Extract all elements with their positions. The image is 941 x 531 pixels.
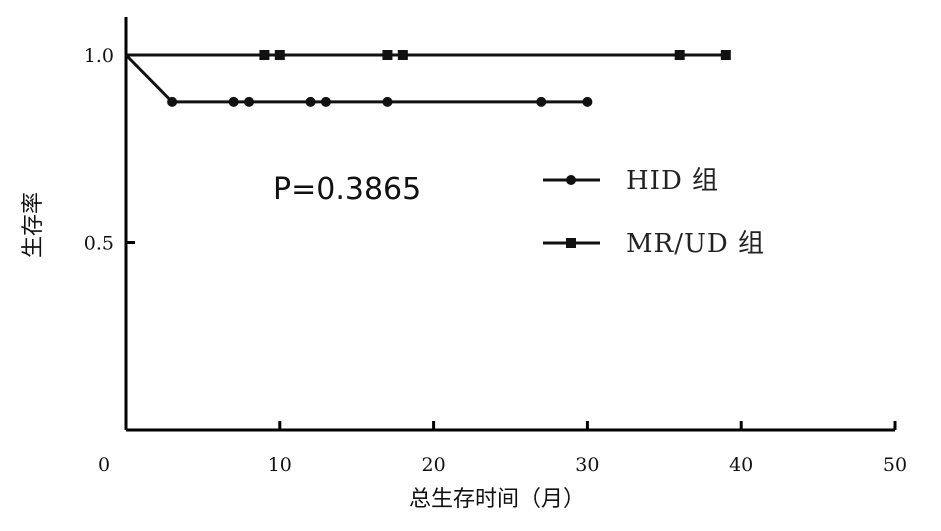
data-point-marker (397, 50, 408, 60)
series-hid (124, 53, 593, 107)
series-line (124, 53, 588, 104)
data-point-marker (674, 50, 685, 60)
data-point-marker (259, 50, 270, 60)
series-layer (124, 50, 731, 107)
data-point-marker (305, 96, 316, 107)
y-axis-title: 生存率 (21, 192, 46, 258)
y-tick-label: 1.0 (84, 45, 114, 67)
legend: HID 组 MR/UD 组 (543, 166, 765, 259)
x-tick-label: 10 (268, 454, 292, 476)
legend-label: MR/UD 组 (626, 229, 765, 259)
data-point-marker (382, 96, 393, 107)
data-point-marker (274, 50, 285, 60)
data-point-marker (582, 96, 593, 107)
x-axis-title: 总生存时间（月） (409, 487, 585, 512)
legend-marker (566, 175, 576, 185)
p-value-annotation: P=0.3865 (273, 172, 421, 207)
data-point-marker (167, 96, 178, 107)
data-point-marker (720, 50, 731, 60)
x-ticks: 0 10 20 30 40 50 (98, 421, 907, 476)
series-mrud (126, 50, 731, 60)
x-tick-label: 0 (98, 454, 110, 476)
x-tick-label: 40 (729, 454, 753, 476)
legend-item: MR/UD 组 (543, 229, 765, 259)
data-point-marker (382, 50, 393, 60)
data-point-marker (244, 96, 255, 107)
data-point-marker (228, 96, 239, 107)
data-point-marker (320, 96, 331, 107)
x-tick-label: 50 (883, 454, 907, 476)
data-point-marker (536, 96, 547, 107)
y-tick-label: 0.5 (84, 233, 114, 255)
legend-item: HID 组 (543, 166, 719, 196)
legend-marker (566, 238, 576, 248)
legend-label: HID 组 (626, 166, 719, 196)
x-tick-label: 30 (575, 454, 599, 476)
x-tick-label: 20 (422, 454, 446, 476)
axes (124, 17, 895, 432)
